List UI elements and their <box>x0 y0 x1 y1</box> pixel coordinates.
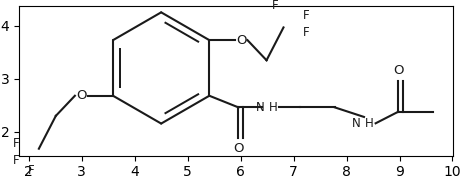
Text: F: F <box>303 9 309 22</box>
Text: F: F <box>272 0 279 12</box>
Text: O: O <box>76 89 86 102</box>
Text: O: O <box>393 64 404 77</box>
Text: H: H <box>268 101 277 114</box>
Text: F: F <box>13 137 20 150</box>
Text: F: F <box>13 154 20 167</box>
Text: O: O <box>233 142 244 155</box>
Text: N: N <box>255 101 264 114</box>
Text: F: F <box>303 26 309 39</box>
Text: F: F <box>28 164 34 177</box>
Text: H: H <box>365 117 374 130</box>
Text: O: O <box>236 34 246 47</box>
Text: N: N <box>352 117 361 130</box>
